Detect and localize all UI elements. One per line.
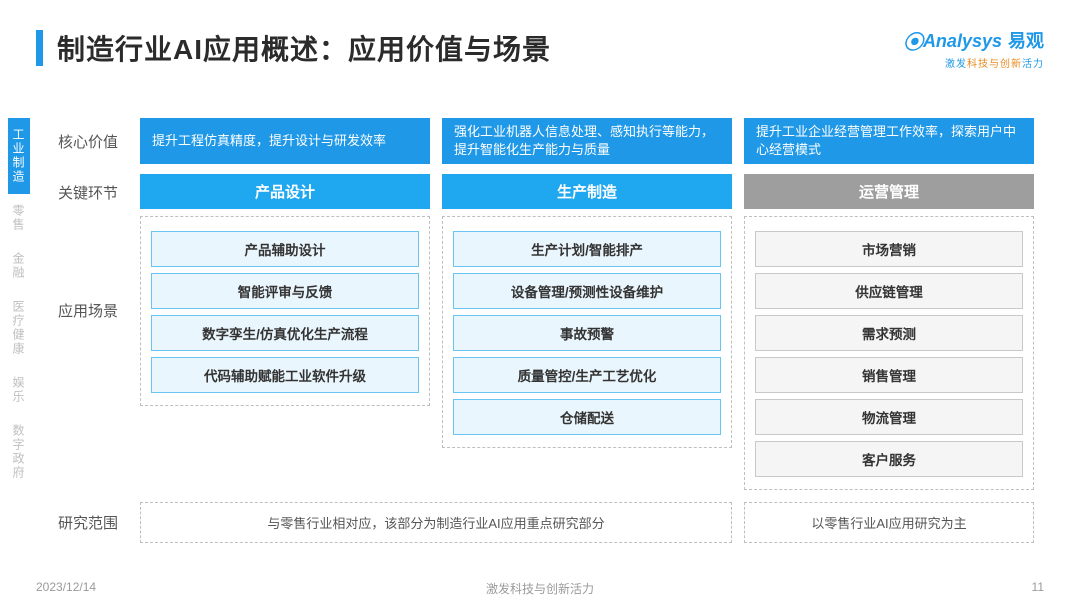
- side-nav: 工业制造 零售 金融 医疗健康 娱乐 数字政府: [8, 118, 30, 490]
- nav-item-gov[interactable]: 数字政府: [8, 414, 30, 490]
- scenario-item: 质量管控/生产工艺优化: [453, 357, 721, 393]
- brand-logo: ⦿Analysys易观 激发科技与创新活力: [903, 26, 1044, 70]
- nav-item-healthcare[interactable]: 医疗健康: [8, 290, 30, 366]
- scenario-item: 需求预测: [755, 315, 1023, 351]
- scenario-item: 销售管理: [755, 357, 1023, 393]
- scope-right: 以零售行业AI应用研究为主: [744, 502, 1034, 543]
- footer-tagline: 激发科技与创新活力: [36, 580, 1044, 597]
- scenario-item: 生产计划/智能排产: [453, 231, 721, 267]
- scenario-item: 仓储配送: [453, 399, 721, 435]
- label-scenario: 应用场景: [58, 210, 140, 321]
- row-scenarios: 应用场景 产品辅助设计 智能评审与反馈 数字孪生/仿真优化生产流程 代码辅助赋能…: [58, 210, 1044, 490]
- stage-header-design: 产品设计: [140, 174, 430, 209]
- core-value-production: 强化工业机器人信息处理、感知执行等能力，提升智能化生产能力与质量: [442, 118, 732, 164]
- title-bar: 制造行业AI应用概述：应用价值与场景: [36, 28, 1044, 68]
- scenario-item: 智能评审与反馈: [151, 273, 419, 309]
- scenario-item: 物流管理: [755, 399, 1023, 435]
- row-core-value: 核心价值 提升工程仿真精度，提升设计与研发效率 强化工业机器人信息处理、感知执行…: [58, 118, 1044, 164]
- nav-item-finance[interactable]: 金融: [8, 242, 30, 290]
- scenario-item: 客户服务: [755, 441, 1023, 477]
- label-core-value: 核心价值: [58, 118, 140, 164]
- scenario-item: 代码辅助赋能工业软件升级: [151, 357, 419, 393]
- scenario-box-ops: 市场营销 供应链管理 需求预测 销售管理 物流管理 客户服务: [744, 216, 1034, 490]
- scenario-box-design: 产品辅助设计 智能评审与反馈 数字孪生/仿真优化生产流程 代码辅助赋能工业软件升…: [140, 216, 430, 406]
- logo-tagline: 激发科技与创新活力: [903, 55, 1044, 70]
- slide-title: 制造行业AI应用概述：应用价值与场景: [57, 28, 551, 68]
- core-value-design: 提升工程仿真精度，提升设计与研发效率: [140, 118, 430, 164]
- logo-brand: Analysys: [923, 31, 1002, 51]
- slide: 制造行业AI应用概述：应用价值与场景 ⦿Analysys易观 激发科技与创新活力…: [0, 0, 1080, 608]
- title-accent: [36, 30, 43, 66]
- scenario-item: 设备管理/预测性设备维护: [453, 273, 721, 309]
- label-scope: 研究范围: [58, 502, 140, 543]
- scenario-box-production: 生产计划/智能排产 设备管理/预测性设备维护 事故预警 质量管控/生产工艺优化 …: [442, 216, 732, 448]
- content-grid: 核心价值 提升工程仿真精度，提升设计与研发效率 强化工业机器人信息处理、感知执行…: [58, 118, 1044, 543]
- row-scope: 研究范围 与零售行业相对应，该部分为制造行业AI应用重点研究部分 以零售行业AI…: [58, 502, 1044, 543]
- scenario-item: 产品辅助设计: [151, 231, 419, 267]
- footer: 2023/12/14 激发科技与创新活力 11: [36, 580, 1044, 594]
- scenario-item: 市场营销: [755, 231, 1023, 267]
- row-stage: 关键环节 产品设计 生产制造 运营管理: [58, 164, 1044, 210]
- scenario-item: 数字孪生/仿真优化生产流程: [151, 315, 419, 351]
- nav-item-manufacturing[interactable]: 工业制造: [8, 118, 30, 194]
- stage-header-production: 生产制造: [442, 174, 732, 209]
- logo-main: ⦿Analysys易观: [903, 26, 1044, 55]
- nav-item-retail[interactable]: 零售: [8, 194, 30, 242]
- label-stage: 关键环节: [58, 174, 140, 210]
- scenario-item: 供应链管理: [755, 273, 1023, 309]
- nav-item-entertainment[interactable]: 娱乐: [8, 366, 30, 414]
- core-value-operations: 提升工业企业经营管理工作效率，探索用户中心经营模式: [744, 118, 1034, 164]
- scope-left: 与零售行业相对应，该部分为制造行业AI应用重点研究部分: [140, 502, 732, 543]
- logo-brand-cjk: 易观: [1008, 31, 1044, 51]
- stage-header-ops: 运营管理: [744, 174, 1034, 209]
- scenario-item: 事故预警: [453, 315, 721, 351]
